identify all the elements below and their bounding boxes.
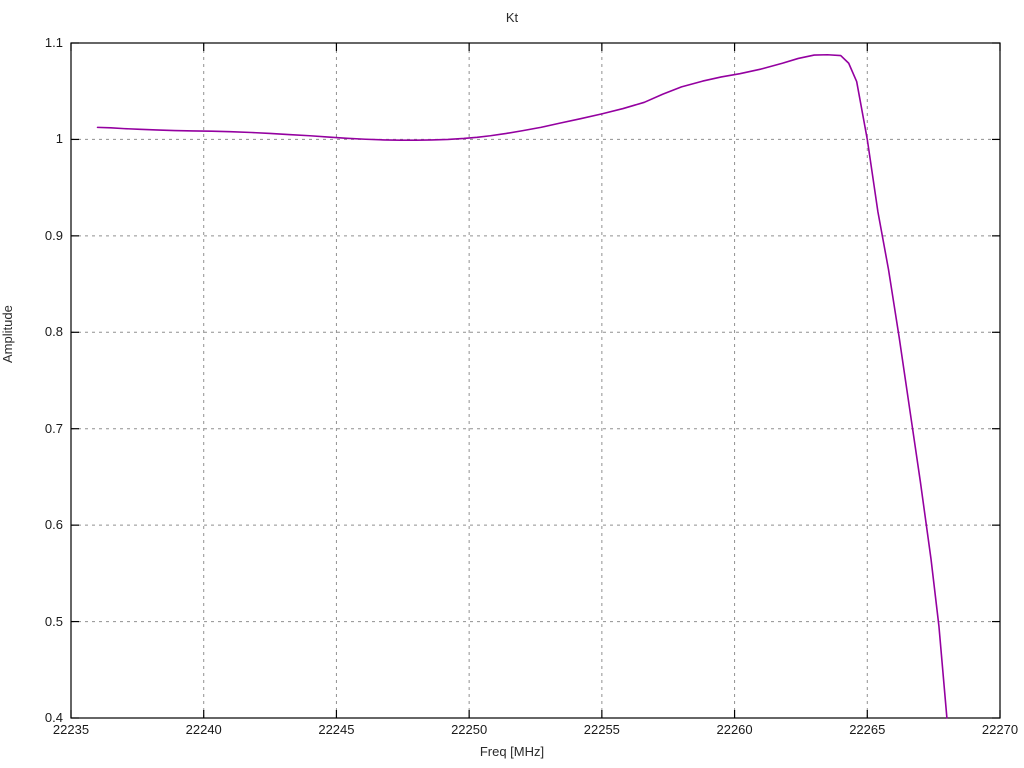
y-tick-label: 1 [55, 131, 63, 147]
y-tick-label: 0.5 [44, 613, 63, 629]
x-tick-label: 22250 [451, 722, 488, 737]
y-tick-label: 0.4 [44, 710, 63, 725]
chart-title: Kt [505, 10, 519, 25]
data-series-line [96, 53, 948, 719]
axis-ticks [70, 42, 1001, 719]
y-tick-label: 0.8 [44, 324, 63, 340]
y-tick-label: 0.7 [44, 420, 63, 436]
x-tick-label: 22240 [185, 722, 222, 737]
x-tick-label: 22265 [849, 722, 886, 737]
x-tick-label: 22260 [716, 722, 753, 737]
gridlines [71, 43, 1000, 718]
plot-frame [70, 42, 1001, 719]
x-tick-label: 22245 [318, 722, 355, 737]
y-tick-label: 1.1 [44, 35, 63, 50]
x-tick-label: 22235 [52, 722, 90, 737]
y-tick-label: 0.6 [44, 517, 63, 533]
x-tick-label: 22255 [583, 722, 620, 737]
y-tick-label: 0.9 [44, 227, 63, 243]
x-tick-label: 22270 [981, 722, 1019, 737]
x-axis-label: Freq [MHz] [479, 744, 545, 759]
